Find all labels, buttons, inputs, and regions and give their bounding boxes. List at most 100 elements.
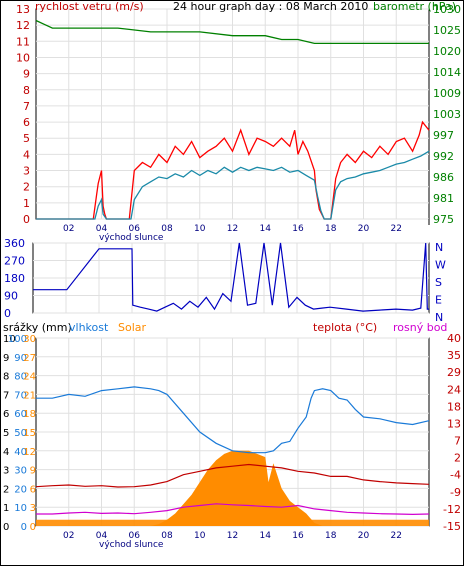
compass-tick: N bbox=[435, 241, 443, 254]
wind-speed-tick: 9 bbox=[23, 68, 30, 81]
hour-tick: 18 bbox=[325, 224, 337, 234]
solar-tick: 12 bbox=[23, 447, 36, 458]
hour-tick: 06 bbox=[129, 531, 141, 541]
temperature-tick: 24 bbox=[447, 383, 461, 396]
chart1-series bbox=[35, 19, 430, 220]
temperature-tick: 2 bbox=[454, 452, 461, 465]
hour-tick: 06 bbox=[129, 224, 141, 234]
wind-speed-tick: 8 bbox=[23, 84, 30, 97]
temperature-tick: -15 bbox=[443, 520, 461, 533]
solar-tick: 24 bbox=[23, 372, 36, 383]
wind-speed-tick: 7 bbox=[23, 100, 30, 113]
series-gust-line bbox=[36, 120, 430, 220]
humidity-tick: 30 bbox=[14, 466, 27, 477]
chart2-left-axis: 0 90 180 270 360 bbox=[4, 237, 25, 320]
hour-tick: 16 bbox=[292, 531, 304, 541]
rain-axis-label: srážky (mm) bbox=[3, 321, 72, 334]
barometer-tick: 997 bbox=[433, 129, 454, 142]
hour-tick: 20 bbox=[358, 531, 370, 541]
chart3-right-axis: -15 -12 -9 -4 2 7 13 18 24 29 35 40 bbox=[443, 332, 461, 533]
barometer-tick: 981 bbox=[433, 192, 454, 205]
temperature-tick: -12 bbox=[443, 503, 461, 516]
solar-tick: 6 bbox=[30, 484, 36, 495]
rain-tick: 9 bbox=[3, 353, 9, 364]
solar-tick: 30 bbox=[23, 334, 36, 345]
rain-tick: 7 bbox=[3, 390, 9, 401]
rain-tick: 0 bbox=[3, 522, 9, 533]
solar-tick: 27 bbox=[23, 353, 36, 364]
hour-tick: 22 bbox=[391, 531, 402, 541]
rain-tick: 5 bbox=[3, 428, 9, 439]
solar-tick: 9 bbox=[30, 466, 36, 477]
series-average-line bbox=[36, 150, 430, 220]
hour-tick: 08 bbox=[161, 531, 173, 541]
humidity-tick: 90 bbox=[14, 353, 27, 364]
rain-tick: 3 bbox=[3, 466, 9, 477]
series-dew-point-line bbox=[36, 503, 430, 516]
rain-tick: 1 bbox=[3, 503, 9, 514]
barometer-tick: 992 bbox=[433, 150, 454, 163]
temperature-tick: 13 bbox=[447, 417, 461, 430]
hour-tick: 10 bbox=[194, 531, 206, 541]
humidity-axis-label: vlhkost bbox=[69, 321, 109, 334]
hour-tick: 18 bbox=[325, 531, 337, 541]
series-humidity-line bbox=[36, 386, 430, 454]
direction-tick: 90 bbox=[4, 290, 18, 303]
humidity-tick: 50 bbox=[14, 428, 27, 439]
solar-tick: 21 bbox=[23, 390, 36, 401]
barometer-tick: 986 bbox=[433, 171, 454, 184]
wind-speed-tick: 3 bbox=[23, 165, 30, 178]
barometer-tick: 1020 bbox=[433, 45, 461, 58]
direction-tick: 270 bbox=[4, 255, 25, 268]
temperature-axis-label: teplota (°C) bbox=[313, 321, 377, 334]
chart1-grid bbox=[36, 8, 430, 225]
hour-tick: 10 bbox=[194, 224, 206, 234]
chart1-right-axis: 975 981 986 992 997 1003 1009 1014 1020 1025 1030 bbox=[433, 3, 461, 226]
humidity-tick: 40 bbox=[14, 447, 27, 458]
solar-axis-label: Solar bbox=[118, 321, 147, 334]
temperature-tick: 29 bbox=[447, 366, 461, 379]
series-direction-line bbox=[33, 242, 429, 312]
direction-tick: 0 bbox=[4, 307, 11, 320]
humidity-tick: 0 bbox=[21, 522, 27, 533]
wind-speed-tick: 13 bbox=[16, 3, 30, 16]
temperature-tick: 18 bbox=[447, 400, 461, 413]
rain-tick: 10 bbox=[3, 334, 16, 345]
humidity-tick: 100 bbox=[8, 334, 27, 345]
direction-tick: 360 bbox=[4, 237, 25, 250]
temperature-tick: 7 bbox=[454, 435, 461, 448]
sunrise-label-bottom: východ slunce bbox=[99, 540, 164, 550]
rain-tick: 2 bbox=[3, 484, 9, 495]
solar-tick: 15 bbox=[23, 428, 36, 439]
sunrise-label: východ slunce bbox=[99, 233, 164, 243]
barometer-tick: 1009 bbox=[433, 87, 461, 100]
wind-speed-tick: 4 bbox=[23, 148, 30, 161]
hour-tick: 04 bbox=[96, 531, 108, 541]
series-pressure-line bbox=[35, 19, 429, 45]
wind-speed-tick: 11 bbox=[16, 35, 30, 48]
barometer-tick: 1025 bbox=[433, 24, 461, 37]
humidity-tick: 10 bbox=[14, 503, 27, 514]
barometer-tick: 1014 bbox=[433, 66, 461, 79]
humidity-tick: 20 bbox=[14, 484, 27, 495]
wind-speed-tick: 1 bbox=[23, 197, 30, 210]
hour-tick: 02 bbox=[63, 224, 74, 234]
rain-tick: 6 bbox=[3, 409, 9, 420]
temperature-tick: -9 bbox=[450, 486, 461, 499]
hour-tick: 12 bbox=[227, 224, 238, 234]
hour-tick: 02 bbox=[63, 531, 74, 541]
hour-tick: 04 bbox=[96, 224, 108, 234]
chart3-x-axis: 02 04 06 08 10 12 14 16 18 20 22 bbox=[63, 531, 402, 541]
wind-speed-axis-label: rychlost vetru (m/s) bbox=[35, 1, 144, 13]
wind-speed-tick: 6 bbox=[23, 116, 30, 129]
series-temperature-line bbox=[35, 463, 430, 488]
compass-tick: N bbox=[435, 311, 443, 324]
chart1-x-axis: 02 04 06 08 10 12 14 16 18 20 22 bbox=[63, 224, 402, 234]
hour-tick: 16 bbox=[292, 224, 304, 234]
barometer-tick: 1030 bbox=[433, 3, 461, 16]
